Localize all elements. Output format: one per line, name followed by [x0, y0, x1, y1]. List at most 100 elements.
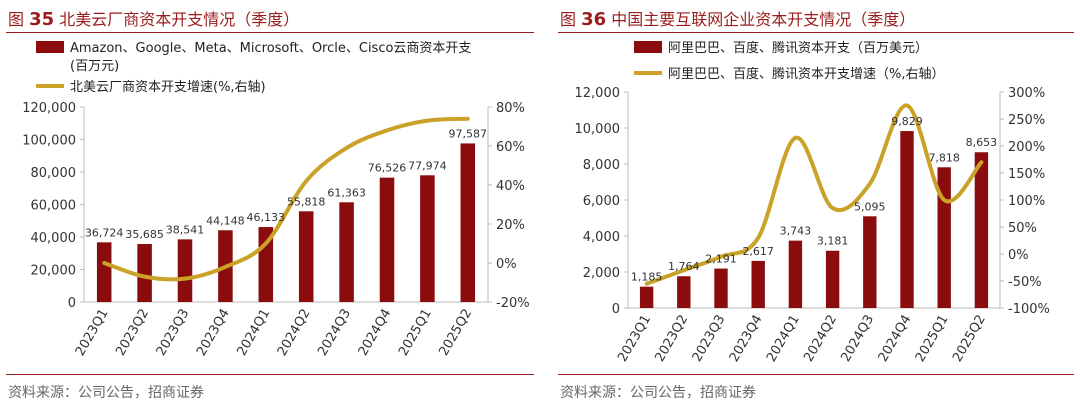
y-tick-label-left: 0	[612, 302, 620, 317]
source-rule	[6, 374, 534, 375]
y-tick-label-right: 250%	[1008, 113, 1045, 128]
bar-value-label: 97,587	[449, 127, 488, 140]
y-tick-label-left: 80,000	[31, 166, 77, 181]
legend-bar-label: 阿里巴巴、百度、腾讯资本开支（百万美元）	[668, 40, 928, 56]
legend-bar-swatch	[634, 41, 662, 53]
y-tick-label-right: 60%	[496, 140, 525, 155]
y-tick-label-right: 100%	[1008, 194, 1045, 209]
bar-value-label: 1,764	[668, 260, 700, 273]
bar	[974, 152, 989, 308]
bar	[863, 216, 877, 308]
bar	[96, 242, 112, 302]
figure-title-left: 图 35 北美云厂商资本开支情况（季度）	[8, 6, 299, 30]
y-tick-label-right: -100%	[1008, 302, 1050, 317]
growth-line-point	[103, 262, 105, 264]
x-tick-label: 2024Q1	[234, 307, 273, 359]
y-tick-label-left: 100,000	[22, 134, 76, 149]
figure-label: 图	[560, 10, 577, 29]
growth-line-point	[184, 278, 186, 280]
x-tick-label: 2024Q1	[764, 313, 803, 365]
x-tick-label: 2023Q2	[652, 313, 691, 365]
bar-value-label: 3,181	[817, 235, 849, 248]
chart-right: 阿里巴巴、百度、腾讯资本开支（百万美元） 阿里巴巴、百度、腾讯资本开支增速（%,右…	[575, 40, 1050, 365]
bar	[137, 244, 152, 302]
x-tick-label: 2023Q3	[154, 307, 193, 359]
y-tick-label-left: 60,000	[31, 199, 77, 214]
growth-line	[644, 103, 984, 286]
growth-line-point	[646, 283, 648, 285]
source-rule	[558, 374, 1074, 375]
figure-number: 36	[581, 9, 607, 30]
x-tick-label: 2024Q2	[275, 307, 314, 359]
bar-value-label: 3,743	[780, 225, 812, 238]
figure-title-right: 图 36 中国主要互联网企业资本开支情况（季度）	[560, 6, 915, 30]
y-tick-label-left: 8,000	[583, 158, 620, 173]
chart-panel-right: 图 36 中国主要互联网企业资本开支情况（季度） 阿里巴巴、百度、腾讯资本开支（…	[552, 0, 1080, 409]
growth-line-point	[943, 199, 945, 201]
x-tick-label: 2024Q3	[315, 307, 354, 359]
legend-bar-label-cont: (百万元)	[70, 59, 119, 74]
y-tick-label-left: 120,000	[22, 101, 76, 116]
bar-value-label: 5,095	[854, 200, 886, 213]
figure-number: 35	[29, 9, 55, 30]
bar-value-label: 36,724	[85, 226, 124, 239]
x-tick-label: 2023Q4	[194, 307, 233, 359]
y-tick-label-left: 40,000	[31, 231, 77, 246]
bar-value-label: 9,829	[891, 115, 923, 128]
bar-value-label: 44,148	[206, 214, 245, 227]
growth-line-point	[346, 147, 348, 149]
bar-value-label: 7,818	[928, 151, 960, 164]
growth-line-point	[980, 161, 982, 163]
source-note-right: 资料来源：公司公告，招商证券	[560, 385, 756, 401]
x-tick-label: 2024Q4	[356, 307, 395, 359]
growth-line-point	[144, 276, 146, 278]
chart-left: Amazon、Google、Meta、Microsoft、Orcle、Cisco…	[22, 41, 530, 359]
y-tick-label-left: 20,000	[31, 264, 77, 279]
bar-value-label: 55,818	[287, 195, 326, 208]
y-tick-label-right: 300%	[1008, 86, 1045, 101]
x-tick-label: 2023Q3	[690, 313, 729, 365]
y-tick-label-right: 0%	[496, 257, 517, 272]
growth-line-point	[386, 129, 388, 131]
bar-value-label: 2,191	[705, 253, 737, 266]
y-tick-label-right: 80%	[496, 101, 525, 116]
figure-title-text: 中国主要互联网企业资本开支情况（季度）	[611, 10, 916, 29]
growth-line-point	[720, 256, 722, 258]
bar	[825, 250, 840, 308]
bar	[639, 286, 654, 308]
y-tick-label-left: 10,000	[575, 122, 621, 137]
x-tick-label: 2025Q2	[436, 307, 475, 359]
bar	[714, 268, 728, 308]
bar	[420, 175, 435, 302]
bar-value-label: 8,653	[966, 136, 998, 149]
legend-line-label: 北美云厂商资本开支增速(%,右轴)	[70, 80, 266, 95]
y-tick-label-right: 200%	[1008, 140, 1045, 155]
y-tick-label-left: 0	[68, 296, 76, 311]
x-tick-label: 2024Q2	[801, 313, 840, 365]
x-tick-label: 2023Q1	[73, 307, 112, 359]
growth-line-point	[906, 105, 908, 106]
growth-line-point	[426, 120, 428, 122]
title-rule	[558, 32, 1074, 33]
title-rule	[6, 32, 534, 33]
bar	[460, 143, 476, 302]
legend-bar-swatch	[36, 41, 64, 53]
y-tick-label-right: 0%	[1008, 248, 1029, 263]
bar	[788, 240, 803, 308]
chart-panel-left: 图 35 北美云厂商资本开支情况（季度） Amazon、Google、Meta、…	[6, 6, 534, 401]
y-tick-label-left: 2,000	[583, 266, 620, 281]
legend-bar-label: Amazon、Google、Meta、Microsoft、Orcle、Cisco…	[70, 41, 471, 56]
bar-value-label: 46,133	[247, 211, 286, 224]
figure-title-text: 北美云厂商资本开支情况（季度）	[59, 10, 300, 29]
bar-value-label: 77,974	[408, 159, 447, 172]
bar	[379, 177, 395, 302]
x-tick-label: 2024Q4	[876, 313, 915, 365]
bar	[339, 202, 354, 302]
x-tick-label: 2023Q4	[727, 313, 766, 365]
bar	[677, 276, 691, 308]
bar	[177, 239, 193, 302]
x-tick-label: 2023Q1	[615, 313, 654, 365]
growth-line	[102, 116, 470, 282]
bar	[298, 211, 314, 302]
x-tick-label: 2025Q1	[913, 313, 952, 365]
